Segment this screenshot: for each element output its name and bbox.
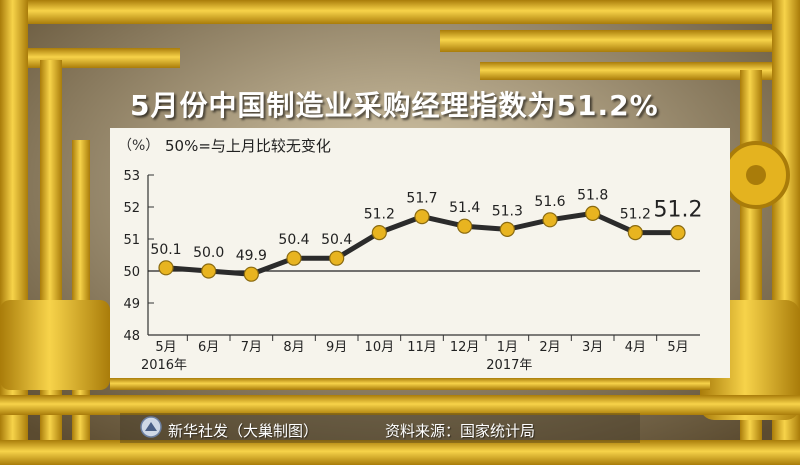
data-point [286,250,302,266]
data-point [585,205,601,221]
data-label: 51.2 [364,207,395,223]
data-label: 51.7 [406,191,437,207]
y-tick-label: 51 [123,233,140,248]
x-tick-label: 2月 [539,340,560,355]
x-tick-label: 6月 [198,340,219,355]
x-tick-label: 5月 [155,340,176,355]
x-tick-label: 5月 [667,340,688,355]
data-point [627,225,643,241]
y-axis-unit: （%） [118,138,160,154]
year-label: 2017年 [486,358,532,373]
data-label: 49.9 [236,248,267,264]
data-label: 51.8 [577,187,608,203]
year-label: 2016年 [141,358,187,373]
data-point [243,266,259,282]
data-label: 51.3 [492,203,523,219]
reference-note: 50%=与上月比较无变化 [165,137,331,155]
y-axis: 48 49 50 51 52 53 [123,169,700,344]
data-label: 51.6 [534,194,565,210]
data-label: 51.2 [620,207,651,223]
x-tick-label: 7月 [241,340,262,355]
x-tick-label: 12月 [450,340,480,355]
y-tick-label: 48 [123,329,140,344]
data-point [201,263,217,279]
x-axis: 5月 6月 7月 8月 9月 10月 11月 12月 1月 2月 3月 4月 5月 2016年 2017年 [141,334,700,373]
series-pmi: 50.1 50.0 49.9 50.4 50.4 51.2 51.7 51.4 51.3 51.6… [150,187,703,282]
chart-panel [110,128,730,378]
x-tick-label: 1月 [497,340,518,355]
data-point [499,221,515,237]
y-tick-label: 50 [123,265,140,280]
footer-credit: 新华社发（大巢制图） [168,422,319,440]
data-label: 50.4 [321,232,352,248]
x-tick-label: 3月 [582,340,603,355]
y-tick-label: 49 [123,297,140,312]
y-tick-label: 53 [123,169,140,184]
data-point [670,225,686,241]
data-label: 50.0 [193,245,224,261]
data-label: 50.4 [278,232,309,248]
x-tick-label: 8月 [283,340,304,355]
xinhua-logo-icon [140,416,162,438]
x-tick-label: 9月 [326,340,347,355]
x-tick-label: 10月 [365,340,395,355]
data-point [371,225,387,241]
data-label: 51.2 [654,198,703,223]
data-point [457,218,473,234]
data-point [542,212,558,228]
data-label: 51.4 [449,200,480,216]
x-tick-label: 11月 [407,340,437,355]
footer-source: 资料来源：国家统计局 [385,422,536,440]
data-point [414,209,430,225]
data-label: 50.1 [150,242,181,258]
x-tick-label: 4月 [625,340,646,355]
data-point [329,250,345,266]
y-tick-label: 52 [123,201,140,216]
data-point [158,260,174,276]
page-title: 5月份中国制造业采购经理指数为51.2% [130,89,659,122]
